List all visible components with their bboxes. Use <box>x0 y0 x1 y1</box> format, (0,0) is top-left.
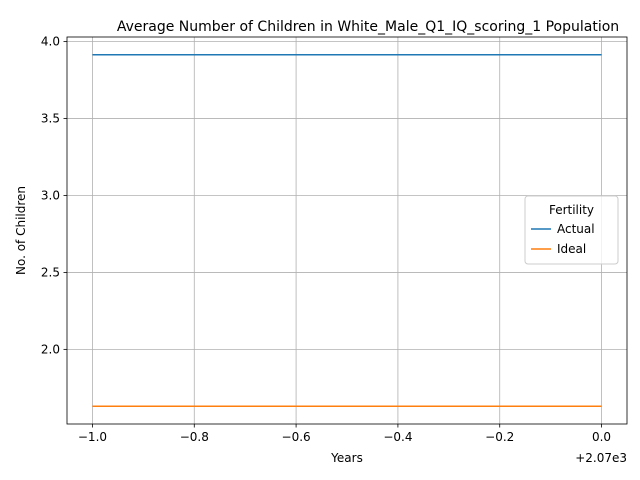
x-tick-label: −0.4 <box>383 430 412 444</box>
y-tick-label: 4.0 <box>41 35 60 49</box>
legend-label-ideal: Ideal <box>557 242 586 256</box>
series-lines <box>92 53 602 408</box>
plot-area-frame <box>66 36 628 425</box>
y-axis-ticks: 2.0 2.5 3.0 3.5 4.0 <box>41 35 67 356</box>
legend-title: Fertility <box>549 203 594 217</box>
x-tick-label: 0.0 <box>592 430 611 444</box>
x-tick-label: −1.0 <box>78 430 107 444</box>
grid <box>67 37 627 424</box>
y-tick-label: 3.5 <box>41 112 60 126</box>
y-axis-label: No. of Children <box>14 186 28 275</box>
x-tick-label: −0.8 <box>180 430 209 444</box>
x-axis-ticks: −1.0 −0.8 −0.6 −0.4 −0.2 0.0 <box>78 424 611 444</box>
chart-title: Average Number of Children in White_Male… <box>117 19 619 35</box>
y-tick-label: 3.0 <box>41 188 60 202</box>
x-tick-label: −0.6 <box>282 430 311 444</box>
x-axis-label: Years <box>330 451 363 465</box>
legend-label-actual: Actual <box>557 222 595 236</box>
y-tick-label: 2.5 <box>41 265 60 279</box>
x-axis-offset-text: +2.07e3 <box>575 451 627 465</box>
legend: Fertility Actual Ideal <box>524 195 619 265</box>
legend-box <box>524 195 619 265</box>
y-tick-label: 2.0 <box>41 342 60 356</box>
legend-items: Actual Ideal <box>531 222 595 256</box>
x-tick-label: −0.2 <box>485 430 514 444</box>
